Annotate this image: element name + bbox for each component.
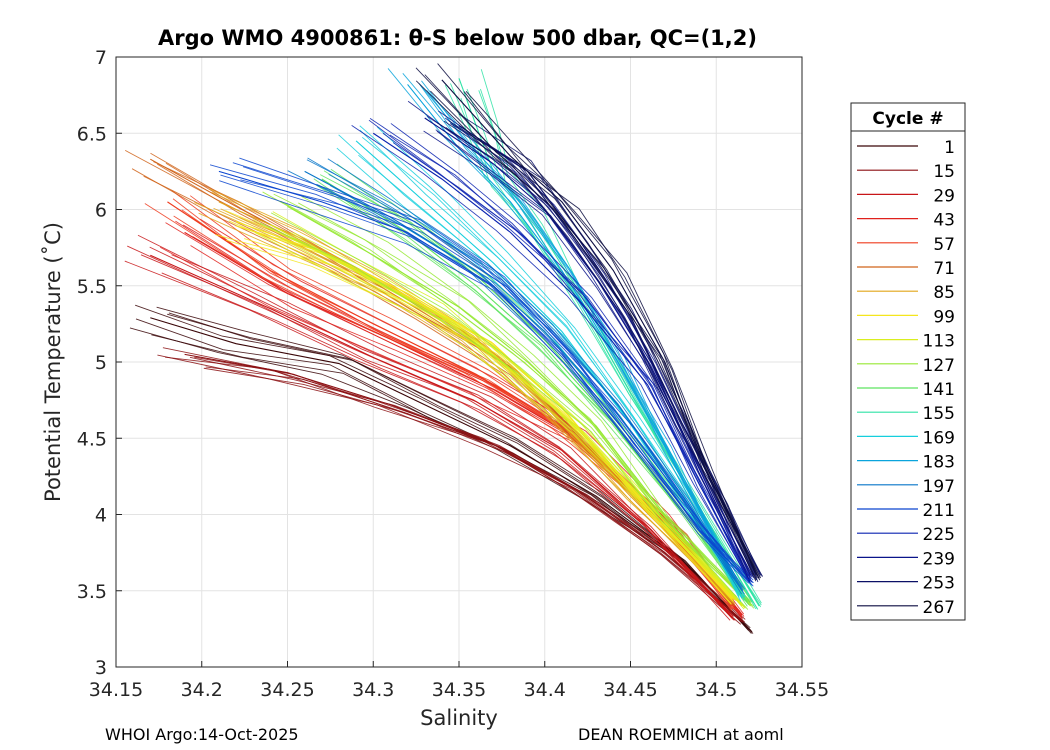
series-line-113	[270, 224, 743, 607]
profile-line-29	[149, 246, 733, 618]
profile-line-253	[436, 122, 763, 577]
legend-title: Cycle #	[872, 109, 943, 129]
x-tick-label: 34.5	[695, 679, 737, 701]
profile-line-225	[368, 119, 748, 579]
profile-line-211	[239, 157, 752, 585]
legend-label: 239	[923, 549, 955, 569]
y-tick-label: 4	[95, 505, 107, 527]
profile-line-197	[327, 158, 743, 588]
x-tick-label: 34.4	[524, 679, 566, 701]
ticks: 34.15 34.2 34.25 34.3 34.35 34.4 34.45 34.5 34.5…	[77, 47, 829, 701]
legend-label: 85	[933, 283, 955, 303]
profile-line-113	[254, 232, 746, 608]
legend-label: 29	[933, 186, 955, 206]
series-line-267	[441, 79, 760, 579]
profile-line-127	[270, 212, 755, 609]
legend-label: 183	[923, 453, 955, 473]
x-tick-label: 34.3	[352, 679, 394, 701]
y-tick-label: 3	[95, 657, 107, 679]
legend-label: 225	[923, 525, 955, 545]
chart-title: Argo WMO 4900861: θ-S below 500 dbar, QC…	[158, 26, 757, 50]
footer-operator: DEAN ROEMMICH at aoml	[578, 725, 784, 744]
legend-label: 99	[933, 307, 955, 327]
series-line-211	[218, 170, 751, 584]
legend-label: 71	[933, 259, 955, 279]
x-axis-label: Salinity	[420, 706, 498, 730]
profile-line-85	[194, 202, 734, 603]
profile-line-141	[318, 184, 750, 605]
profile-line-253	[443, 120, 757, 576]
profile-line-267	[465, 90, 758, 579]
profile-line-267	[415, 80, 757, 581]
profile-line-113	[252, 219, 742, 605]
x-tick-label: 34.35	[432, 679, 486, 701]
profile-line-127	[259, 222, 754, 607]
grid	[115, 56, 803, 668]
profile-line-225	[351, 125, 751, 583]
profile-line-127	[298, 202, 749, 610]
series-line-85	[218, 201, 734, 601]
legend-label: 267	[923, 598, 955, 618]
y-tick-label: 7	[95, 47, 107, 69]
x-tick-label: 34.45	[603, 679, 657, 701]
profile-line-43	[199, 218, 745, 615]
y-tick-label: 6	[95, 200, 107, 222]
x-tick-label: 34.2	[181, 679, 223, 701]
profile-line-267	[430, 90, 762, 579]
series-group	[124, 63, 763, 634]
legend-label: 169	[923, 428, 955, 448]
profile-line-211	[220, 174, 754, 581]
profile-line-127	[280, 200, 749, 605]
y-tick-label: 4.5	[77, 428, 107, 450]
y-tick-label: 6.5	[77, 123, 107, 145]
profile-line-15	[203, 367, 746, 620]
profile-line-225	[382, 132, 750, 583]
profile-line-225	[369, 118, 755, 579]
profile-line-183	[418, 83, 733, 579]
profile-line-29	[127, 245, 731, 621]
profile-line-197	[307, 157, 744, 592]
legend-label: 197	[923, 477, 955, 497]
legend-entries: 1 15 29 43 57 71 85 99 113 127 141 155 169 183 197 211 2…	[857, 138, 955, 618]
x-tick-label: 34.15	[89, 679, 143, 701]
legend-label: 141	[923, 380, 955, 400]
profile-line-183	[427, 92, 736, 572]
legend-label: 1	[944, 138, 955, 158]
y-tick-label: 5.5	[77, 276, 107, 298]
series-line-225	[372, 132, 752, 579]
profile-line-15	[157, 354, 742, 625]
profile-line-211	[219, 180, 750, 584]
y-axis-label: Potential Temperature (˚C)	[41, 222, 65, 502]
series-line-29	[150, 254, 734, 618]
y-tick-label: 5	[95, 352, 107, 374]
y-tick-label: 3.5	[77, 581, 107, 603]
profile-line-267	[437, 63, 761, 581]
legend-label: 43	[933, 211, 955, 231]
legend-label: 57	[933, 235, 955, 255]
series-line-127	[287, 205, 751, 607]
legend-label: 127	[923, 356, 955, 376]
legend-label: 113	[923, 332, 955, 352]
profile-line-211	[242, 166, 753, 583]
footer-credit: WHOI Argo:14-Oct-2025	[105, 725, 299, 744]
legend-box	[850, 102, 966, 621]
legend-label: 15	[933, 162, 955, 182]
legend-label: 211	[923, 501, 955, 521]
profile-line-127	[301, 196, 753, 606]
profile-line-29	[140, 254, 735, 621]
profile-line-239	[407, 100, 754, 577]
x-tick-label: 34.25	[260, 679, 314, 701]
profile-line-155	[480, 69, 762, 604]
legend-label: 155	[923, 404, 955, 424]
x-tick-label: 34.55	[775, 679, 829, 701]
legend: Cycle # 1 15 29 43 57 71 85 99 113 127 141 155 169 18…	[850, 102, 966, 621]
legend-label: 253	[923, 574, 955, 594]
series-line-15	[184, 353, 743, 622]
profile-line-239	[435, 129, 748, 576]
